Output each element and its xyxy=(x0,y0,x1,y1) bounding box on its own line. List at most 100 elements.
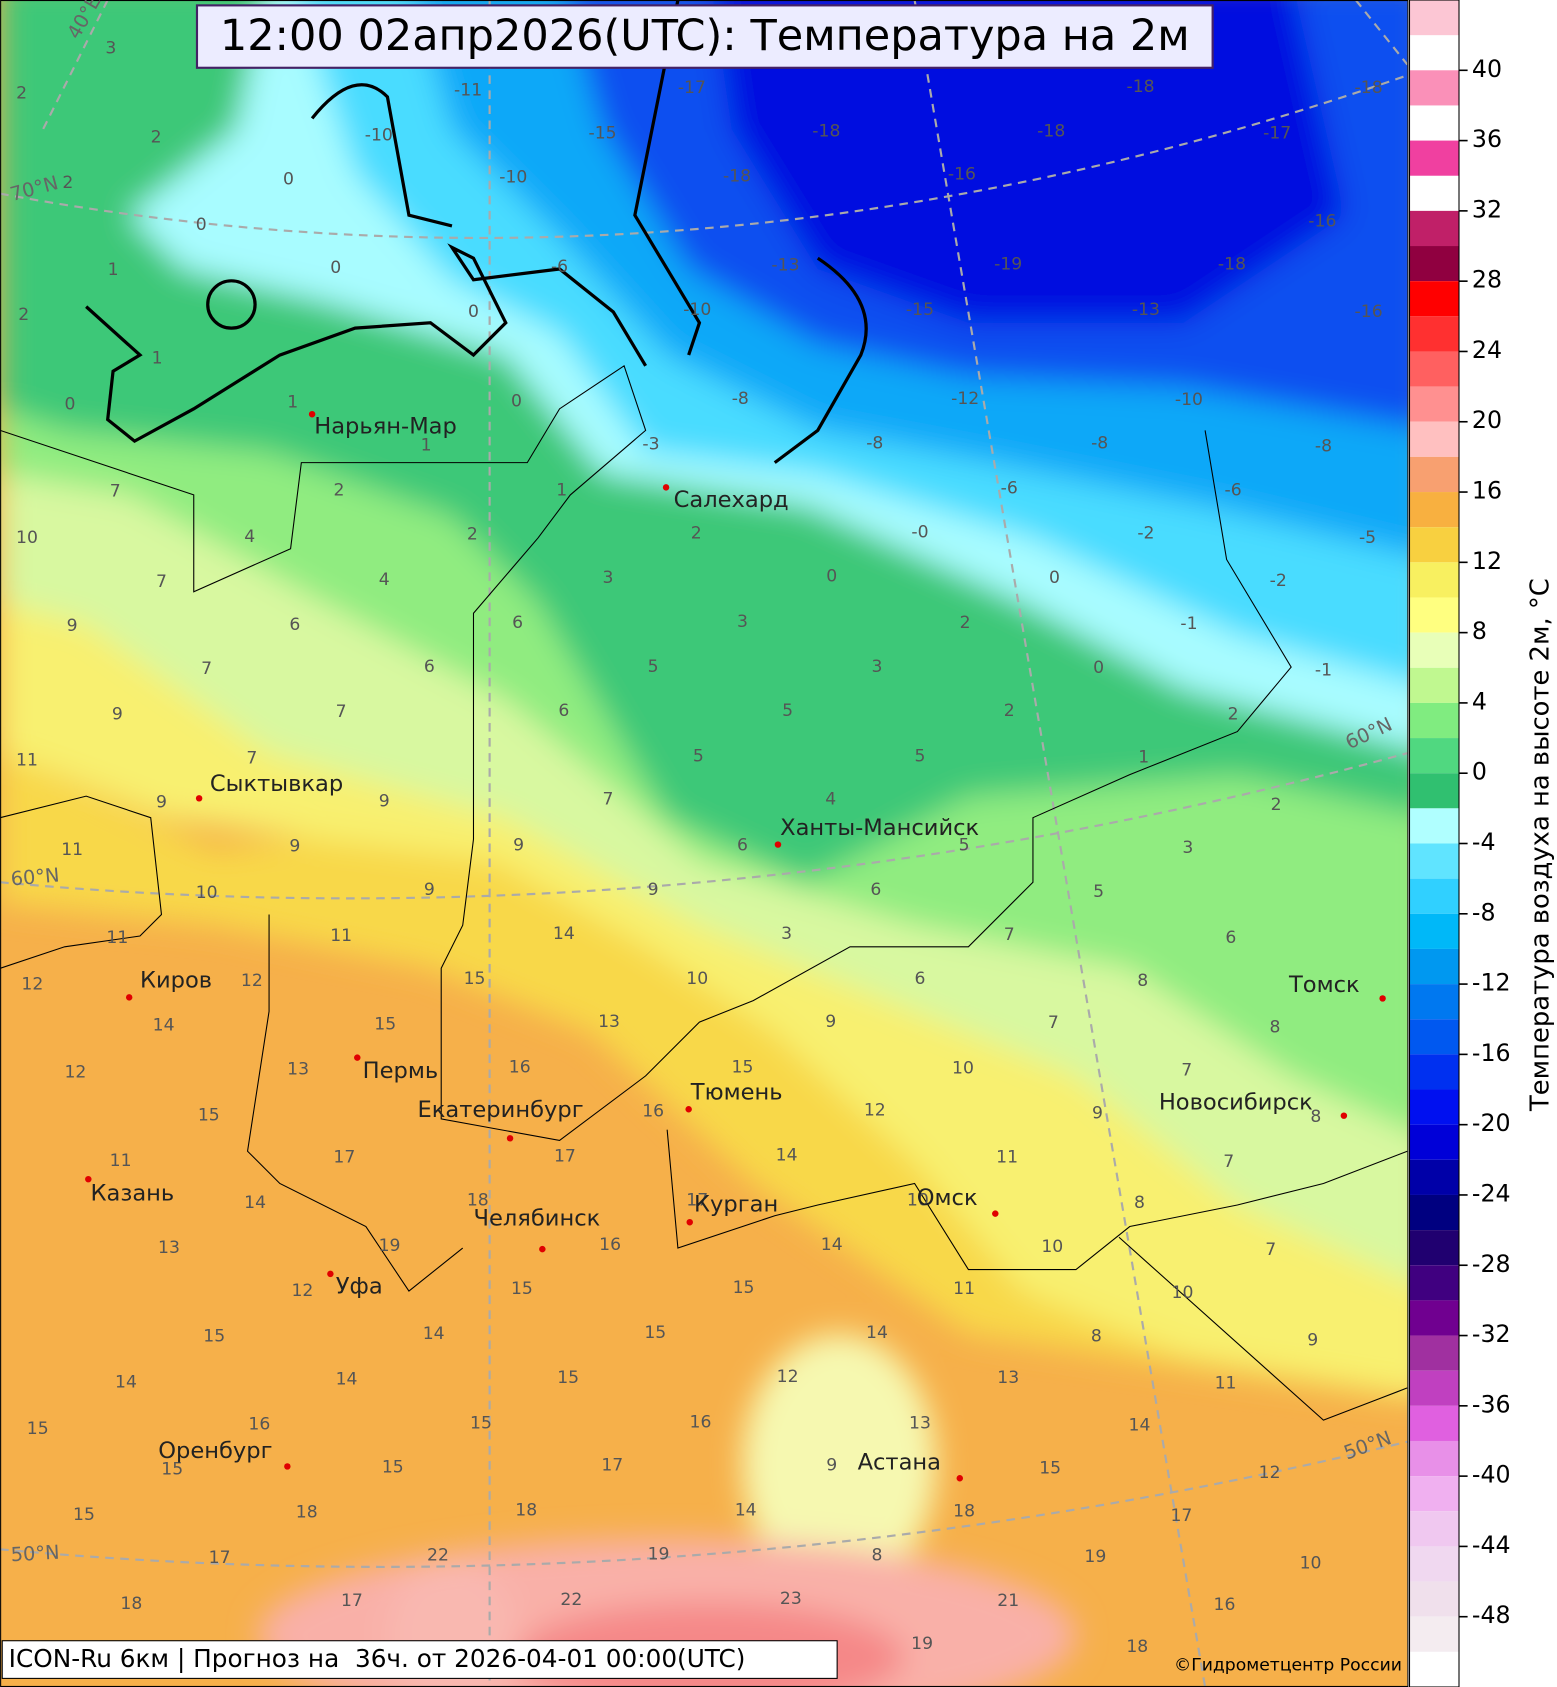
temperature-value: 0 xyxy=(283,170,294,190)
graticule-lines xyxy=(0,0,1408,1687)
city-label: Сыктывкар xyxy=(210,771,343,797)
colorbar-segment xyxy=(1409,1300,1460,1336)
temperature-value: 13 xyxy=(158,1238,180,1258)
temperature-value: -10 xyxy=(683,300,711,320)
city-label: Киров xyxy=(140,968,212,994)
temperature-value: 0 xyxy=(1049,568,1060,588)
temperature-value: -6 xyxy=(551,257,568,277)
city-dot xyxy=(354,1054,361,1061)
colorbar-segment xyxy=(1409,316,1460,352)
city-label: Астана xyxy=(858,1450,941,1476)
temperature-value: 12 xyxy=(64,1063,86,1083)
temperature-value: 2 xyxy=(467,525,478,545)
temperature-value: 14 xyxy=(553,924,575,944)
temperature-value: 11 xyxy=(953,1279,975,1299)
temperature-value: 18 xyxy=(953,1502,975,1522)
temperature-value: 8 xyxy=(1091,1326,1102,1346)
temperature-value: 16 xyxy=(642,1101,664,1121)
temperature-value: 14 xyxy=(735,1501,757,1521)
temperature-value: 3 xyxy=(602,568,613,588)
colorbar-segment xyxy=(1409,1054,1460,1090)
colorbar-tick-label: 4 xyxy=(1472,687,1487,715)
temperature-value: 14 xyxy=(115,1373,137,1393)
temperature-value: 15 xyxy=(644,1323,666,1343)
colorbar-segment xyxy=(1409,492,1460,528)
cities: Нарьян-Мар Салехард Сыктывкар Ханты-Мансийс… xyxy=(85,410,1386,1482)
city-label: Курган xyxy=(694,1192,778,1218)
temperature-value: 8 xyxy=(871,1546,882,1566)
colorbar-segment xyxy=(1409,246,1460,282)
temperature-value: 3 xyxy=(1182,838,1193,858)
temperature-value: 10 xyxy=(907,1191,929,1211)
temperature-value: -0 xyxy=(911,523,928,543)
temperature-value: -18 xyxy=(1218,255,1246,275)
temperature-value: 1 xyxy=(1138,747,1149,767)
colorbar-segment xyxy=(1409,913,1460,949)
temperature-value: 12 xyxy=(291,1281,313,1301)
colorbar-segment xyxy=(1409,1546,1460,1582)
temperature-value: -2 xyxy=(1270,571,1287,591)
temperature-value: 18 xyxy=(515,1501,537,1521)
temperature-value: -10 xyxy=(365,126,393,146)
colorbar-segment xyxy=(1409,1230,1460,1266)
temperature-value: 10 xyxy=(16,528,38,548)
temperature-value: 16 xyxy=(690,1412,712,1432)
colorbar-segment xyxy=(1409,808,1460,844)
temperature-value: 9 xyxy=(112,704,123,724)
temperature-value: 18 xyxy=(120,1594,142,1614)
temperature-value: 5 xyxy=(915,746,926,766)
city-dot xyxy=(195,795,203,802)
temperature-value: 4 xyxy=(379,570,390,590)
colorbar-segment xyxy=(1409,1440,1460,1477)
temperature-value: 15 xyxy=(511,1279,533,1299)
temperature-value: 17 xyxy=(554,1147,576,1167)
city-dot xyxy=(992,1210,999,1217)
colorbar-tick-label: 8 xyxy=(1472,617,1487,645)
temperature-value: 9 xyxy=(424,880,435,900)
colorbar-tick-label: 32 xyxy=(1472,195,1502,223)
temperature-value: 12 xyxy=(1259,1463,1281,1483)
temperature-value: 6 xyxy=(737,836,748,856)
temperature-value: -8 xyxy=(866,433,883,453)
temperature-value: 17 xyxy=(333,1148,355,1168)
colorbar-segment xyxy=(1409,140,1460,176)
city-dot xyxy=(662,484,670,491)
temperature-value: -17 xyxy=(1263,123,1291,143)
city-dot xyxy=(685,1106,692,1113)
temperature-value: 1 xyxy=(287,392,298,412)
city-label: Ханты-Мансийск xyxy=(780,815,979,841)
temperature-value: 14 xyxy=(153,1015,175,1035)
temperature-value: 15 xyxy=(73,1505,95,1525)
colorbar-tick-label: -44 xyxy=(1472,1531,1511,1559)
temperature-value: 15 xyxy=(470,1413,492,1433)
temperature-value: 9 xyxy=(379,792,390,812)
colorbar-tick-label: 20 xyxy=(1472,406,1502,434)
temperature-value: 5 xyxy=(959,836,970,856)
title-box xyxy=(195,4,1214,69)
temperature-value: -6 xyxy=(1224,481,1241,501)
temperature-value: 9 xyxy=(513,836,524,856)
temperature-value: 5 xyxy=(782,701,793,721)
temperature-value: 17 xyxy=(1170,1506,1192,1526)
colorbar-tick-label: 12 xyxy=(1472,547,1502,575)
temperature-value: 17 xyxy=(209,1548,231,1568)
temperature-value: 1 xyxy=(556,481,567,501)
temperature-value: 10 xyxy=(686,969,708,989)
coastline xyxy=(85,0,868,464)
temperature-value: 9 xyxy=(67,616,78,636)
temperature-value: -6 xyxy=(1001,478,1018,498)
temperature-value: 7 xyxy=(110,482,121,502)
temperature-value: 19 xyxy=(1084,1547,1106,1567)
city-dot xyxy=(308,410,316,418)
temperature-value: 7 xyxy=(1181,1061,1192,1081)
temperature-value: 15 xyxy=(203,1326,225,1346)
temperature-value: -18 xyxy=(1355,78,1383,98)
temperature-value: 2 xyxy=(960,613,971,633)
temperature-value: 9 xyxy=(825,1012,836,1032)
temperature-value: -11 xyxy=(454,80,482,100)
temperature-value: 8 xyxy=(1270,1017,1281,1037)
colorbar-segment xyxy=(1409,1159,1460,1195)
temperature-value: -19 xyxy=(994,255,1022,275)
city-dot xyxy=(686,1218,693,1226)
